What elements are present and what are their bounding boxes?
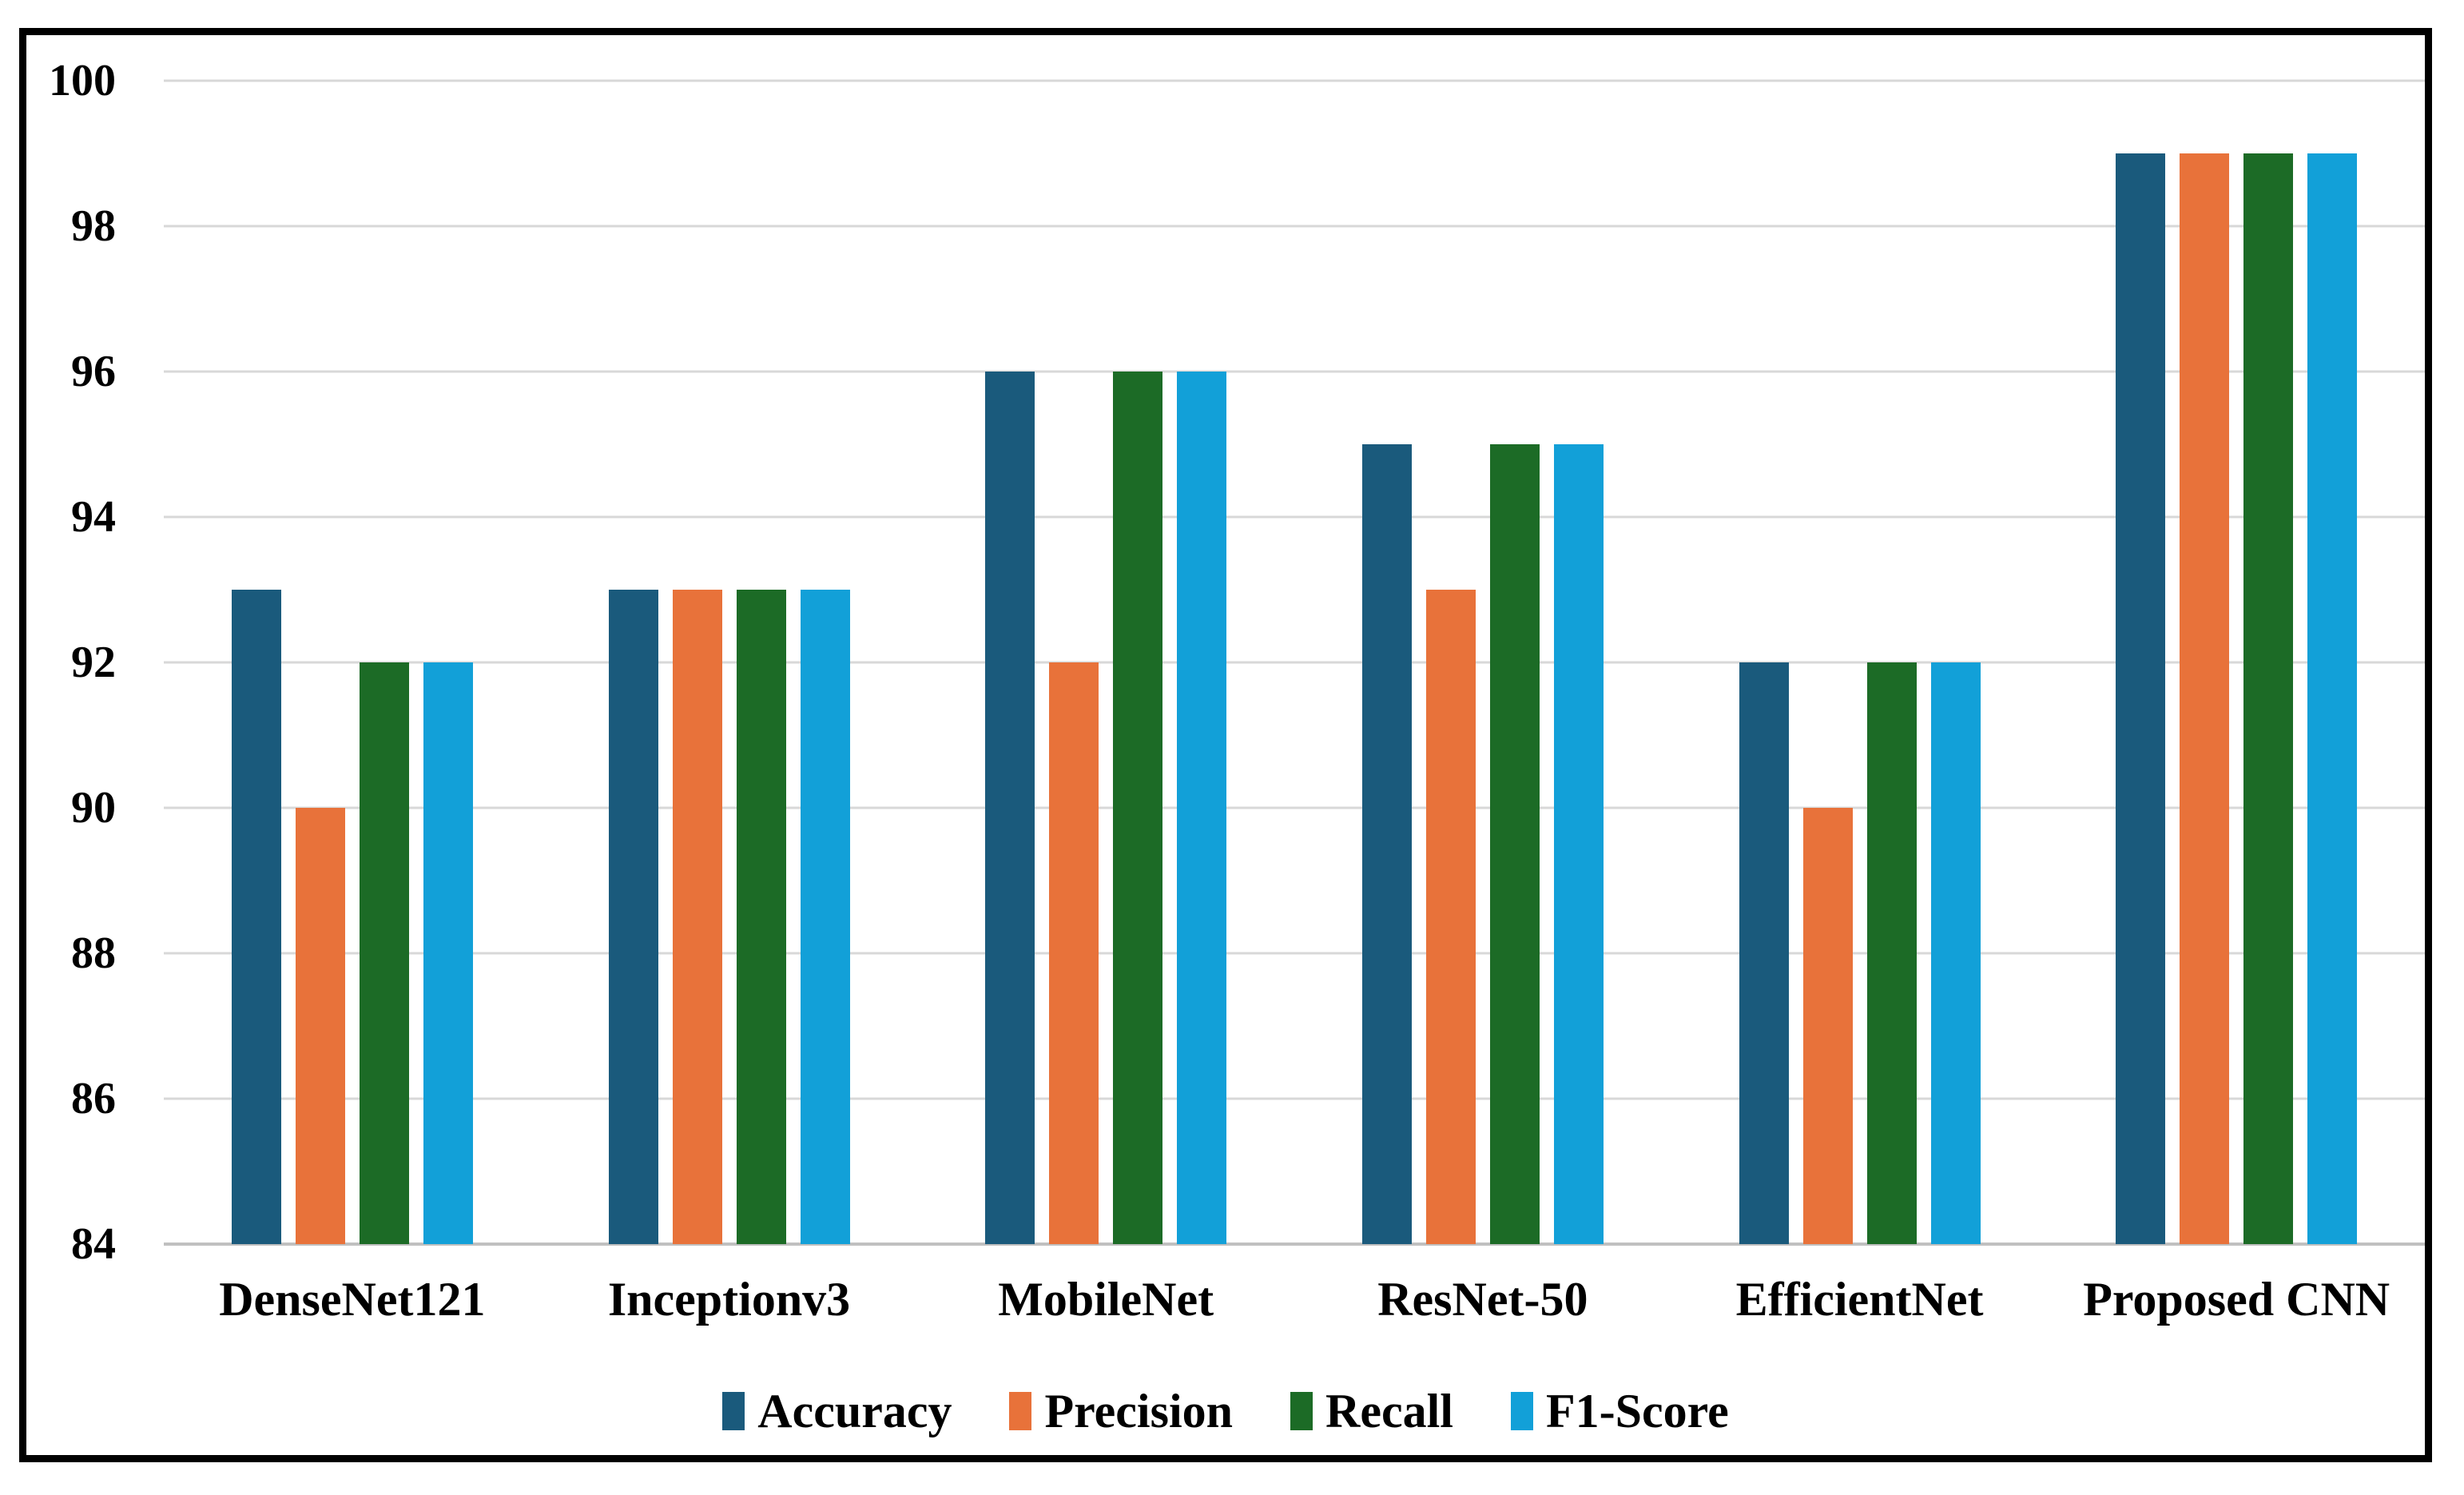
bar-recall-efficientnet xyxy=(1866,662,1917,1244)
x-axis-line xyxy=(164,1243,2425,1246)
x-axis-label-proposed-cnn: Proposed CNN xyxy=(2083,1273,2390,1326)
legend-marker-recall-icon xyxy=(1290,1392,1313,1430)
legend-item-f1-score: F1-Score xyxy=(1510,1385,1729,1437)
y-tick-label-94: 94 xyxy=(71,492,116,542)
y-tick-label-90: 90 xyxy=(71,783,116,833)
bar-recall-densenet121 xyxy=(359,662,409,1244)
gridline-94 xyxy=(164,515,2425,519)
bar-f1-score-proposed-cnn xyxy=(2307,153,2358,1244)
gridline-88 xyxy=(164,952,2425,955)
bar-group-proposed-cnn xyxy=(2116,81,2358,1244)
bar-recall-proposed-cnn xyxy=(2243,153,2294,1244)
legend-label-precision: Precision xyxy=(1044,1385,1233,1437)
x-axis-label-efficientnet: EfficientNet xyxy=(1735,1273,1984,1326)
x-axis-label-inceptionv3: Inceptionv3 xyxy=(607,1273,851,1326)
gridline-96 xyxy=(164,370,2425,373)
y-tick-label-86: 86 xyxy=(71,1074,116,1123)
y-tick-label-92: 92 xyxy=(71,638,116,687)
bar-accuracy-mobilenet xyxy=(985,372,1035,1244)
bar-precision-proposed-cnn xyxy=(2180,153,2230,1244)
bar-group-inceptionv3 xyxy=(608,81,850,1244)
bar-precision-mobilenet xyxy=(1049,662,1099,1244)
legend-label-accuracy: Accuracy xyxy=(757,1385,952,1437)
bar-group-densenet121 xyxy=(231,81,473,1244)
plot-area: 84 86 88 90 92 94 96 98 100 xyxy=(49,58,2425,1266)
y-tick-label-96: 96 xyxy=(71,347,116,396)
legend-marker-f1-score-icon xyxy=(1510,1392,1533,1430)
bar-accuracy-proposed-cnn xyxy=(2116,153,2166,1244)
bar-precision-inceptionv3 xyxy=(672,590,722,1244)
bar-f1-score-mobilenet xyxy=(1177,372,1227,1244)
legend-label-f1-score: F1-Score xyxy=(1545,1385,1729,1437)
bar-group-resnet-50 xyxy=(1361,81,1604,1244)
bar-recall-resnet-50 xyxy=(1489,444,1540,1244)
bar-recall-inceptionv3 xyxy=(736,590,786,1244)
bar-accuracy-resnet-50 xyxy=(1361,444,1412,1244)
bar-f1-score-resnet-50 xyxy=(1553,444,1604,1244)
legend-item-precision: Precision xyxy=(1009,1387,1233,1435)
bar-f1-score-efficientnet xyxy=(1930,662,1981,1244)
y-tick-label-100: 100 xyxy=(49,56,116,105)
bar-accuracy-densenet121 xyxy=(231,590,281,1244)
y-tick-label-98: 98 xyxy=(71,201,116,251)
y-tick-label-88: 88 xyxy=(71,928,116,978)
bar-accuracy-efficientnet xyxy=(1739,662,1789,1244)
legend-marker-precision-icon xyxy=(1009,1392,1032,1430)
gridline-98 xyxy=(164,225,2425,228)
legend-item-recall: Recall xyxy=(1290,1387,1453,1435)
bar-precision-efficientnet xyxy=(1802,808,1853,1244)
x-axis-label-densenet121: DenseNet121 xyxy=(219,1273,486,1326)
legend-label-recall: Recall xyxy=(1325,1385,1453,1437)
bar-recall-mobilenet xyxy=(1113,372,1163,1244)
x-axis-label-mobilenet: MobileNet xyxy=(998,1273,1214,1326)
gridline-90 xyxy=(164,806,2425,809)
bar-group-mobilenet xyxy=(985,81,1227,1244)
legend: Accuracy Precision Recall F1-Score xyxy=(26,1387,2425,1435)
y-tick-label-84: 84 xyxy=(71,1219,116,1269)
chart-frame: 84 86 88 90 92 94 96 98 100 DenseNet121 Inception… xyxy=(19,28,2432,1462)
legend-item-accuracy: Accuracy xyxy=(722,1387,952,1435)
x-axis-label-resnet-50: ResNet-50 xyxy=(1377,1273,1588,1326)
bar-accuracy-inceptionv3 xyxy=(608,590,658,1244)
bar-f1-score-densenet121 xyxy=(423,662,473,1244)
bar-f1-score-inceptionv3 xyxy=(800,590,850,1244)
bar-precision-resnet-50 xyxy=(1425,590,1476,1244)
legend-marker-accuracy-icon xyxy=(722,1392,745,1430)
bar-precision-densenet121 xyxy=(295,808,345,1244)
bar-group-efficientnet xyxy=(1739,81,1981,1244)
gridline-92 xyxy=(164,661,2425,664)
gridline-86 xyxy=(164,1097,2425,1100)
gridline-100 xyxy=(164,79,2425,82)
